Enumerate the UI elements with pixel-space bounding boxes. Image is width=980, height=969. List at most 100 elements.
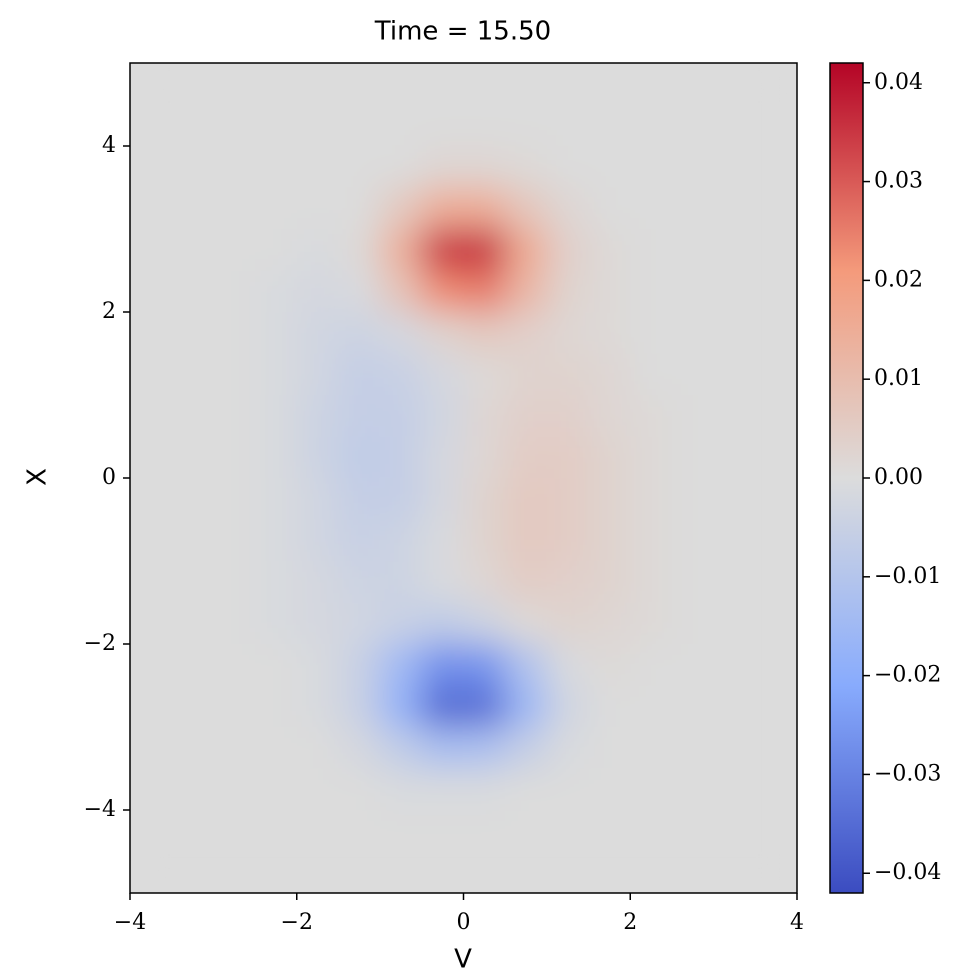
heat-cell: [338, 851, 381, 893]
heat-cell: [463, 810, 506, 852]
heat-cell: [713, 644, 756, 686]
heat-cell: [546, 851, 590, 893]
y-tick-label: 2: [102, 299, 116, 324]
heat-cell: [463, 146, 506, 188]
heat-cell: [630, 353, 673, 396]
heat-cell: [463, 63, 506, 105]
heat-cell: [463, 229, 506, 271]
heat-cell: [546, 810, 590, 852]
heat-cell: [630, 561, 673, 603]
colorbar-tick-label: 0.04: [874, 70, 923, 95]
heat-cell: [380, 810, 423, 852]
heat-cell: [671, 436, 715, 479]
heat-cell: [588, 851, 631, 893]
heat-cell: [546, 63, 590, 105]
heat-cell: [130, 312, 173, 354]
heat-cell: [630, 685, 673, 728]
heat-cell: [505, 478, 548, 520]
heat-cell: [588, 104, 631, 147]
heat-cell: [380, 104, 423, 147]
heat-cell: [255, 353, 298, 396]
heat-cell: [630, 727, 673, 769]
heat-cell: [713, 229, 756, 271]
heat-cell: [546, 146, 590, 188]
heat-cell: [588, 478, 631, 520]
heat-cell: [130, 63, 173, 105]
heat-cell: [713, 104, 756, 147]
heat-cell: [630, 602, 673, 645]
heat-cell: [338, 478, 381, 520]
heat-cell: [755, 395, 797, 437]
heat-cell: [213, 602, 256, 645]
heat-cell: [671, 229, 715, 271]
heat-cell: [671, 685, 715, 728]
heat-cell: [546, 768, 590, 811]
heat-cell: [671, 270, 715, 313]
heat-cell: [255, 312, 298, 354]
heat-cell: [213, 436, 256, 479]
y-axis-label: X: [23, 468, 53, 486]
colorbar-tick-label: −0.04: [874, 860, 941, 885]
heat-cell: [213, 270, 256, 313]
heat-cell: [671, 851, 715, 893]
heat-cell: [421, 104, 464, 147]
heat-cell: [421, 270, 464, 313]
heat-cell: [463, 353, 506, 396]
heat-cell: [130, 644, 173, 686]
heat-cell: [755, 104, 797, 147]
x-tick-label: 2: [623, 910, 637, 935]
heat-cell: [130, 395, 173, 437]
y-tick-label: −2: [84, 631, 116, 656]
heat-cell: [380, 63, 423, 105]
heat-cell: [171, 395, 214, 437]
heat-cell: [630, 229, 673, 271]
heat-cell: [463, 727, 506, 769]
heat-cell: [713, 146, 756, 188]
heat-cell: [546, 644, 590, 686]
heat-cell: [338, 353, 381, 396]
heat-cell: [755, 561, 797, 603]
heat-cell: [338, 229, 381, 271]
heat-cell: [130, 353, 173, 396]
heat-cell: [338, 187, 381, 230]
heat-cell: [713, 561, 756, 603]
heat-cell: [755, 851, 797, 893]
heat-cell: [380, 851, 423, 893]
heat-cell: [630, 270, 673, 313]
x-tick-label: 4: [790, 910, 804, 935]
heat-cell: [338, 270, 381, 313]
heat-cell: [505, 519, 548, 562]
heat-cell: [171, 353, 214, 396]
heat-cell: [713, 395, 756, 437]
heat-cell: [296, 104, 339, 147]
heat-cell: [338, 63, 381, 105]
heat-cell: [755, 63, 797, 105]
heat-cell: [421, 312, 464, 354]
heat-cell: [171, 561, 214, 603]
heat-cell: [546, 436, 590, 479]
heat-cell: [296, 270, 339, 313]
heat-cell: [713, 353, 756, 396]
heat-cell: [213, 519, 256, 562]
heat-cell: [380, 644, 423, 686]
heat-cell: [130, 187, 173, 230]
heat-cell: [421, 851, 464, 893]
heat-cell: [421, 187, 464, 230]
heat-cell: [171, 229, 214, 271]
heat-cell: [713, 436, 756, 479]
heat-cell: [171, 63, 214, 105]
heat-cell: [130, 810, 173, 852]
heat-cell: [171, 436, 214, 479]
heat-cell: [338, 395, 381, 437]
heat-cell: [713, 810, 756, 852]
heat-cell: [588, 810, 631, 852]
heat-cell: [421, 561, 464, 603]
heat-cell: [255, 478, 298, 520]
heat-cell: [505, 602, 548, 645]
heat-cell: [671, 561, 715, 603]
heat-cell: [546, 229, 590, 271]
heat-cell: [130, 478, 173, 520]
heat-cell: [380, 727, 423, 769]
heat-cell: [505, 270, 548, 313]
